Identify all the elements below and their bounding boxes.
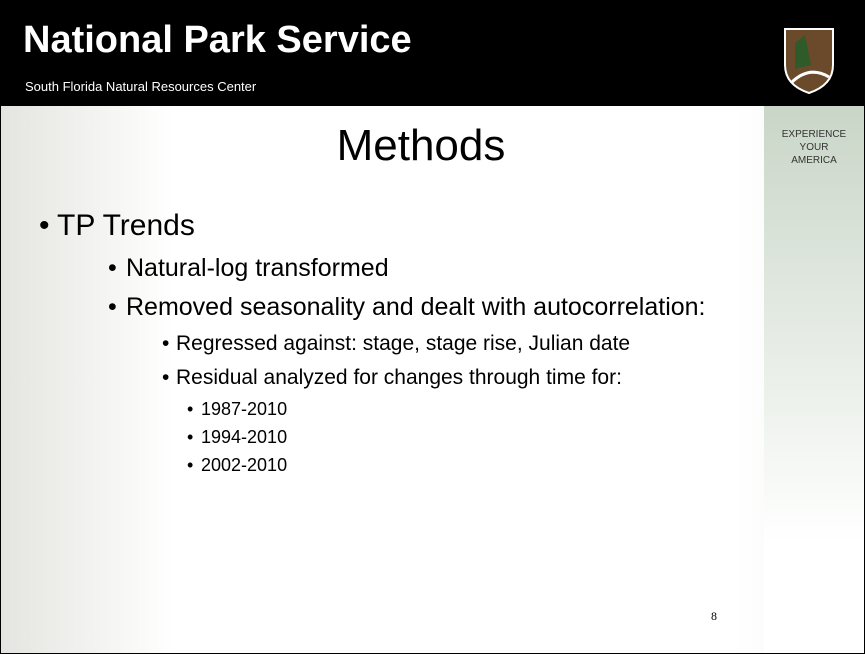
bullet: 2002-2010: [187, 454, 731, 476]
bullet: Regressed against: stage, stage rise, Ju…: [162, 330, 736, 358]
slide-title: Methods: [336, 121, 506, 170]
bullet: Natural-log transformed: [108, 252, 706, 285]
sidebar-line: YOUR: [799, 142, 829, 153]
bullet: Residual analyzed for changes through ti…: [162, 364, 736, 392]
page-number: 8: [711, 609, 717, 623]
bullet-list: TP Trends Natural-log transformed Removed …: [31, 206, 731, 476]
bullet: 1987-2010: [187, 398, 731, 420]
sidebar-line: EXPERIENCE: [781, 129, 847, 140]
nps-logo: [784, 28, 834, 95]
header-subtitle: South Florida Natural Resources Center: [25, 79, 257, 94]
bullet: 1994-2010: [187, 426, 731, 448]
bullet: Removed seasonality and dealt with autoc…: [108, 291, 706, 324]
sidebar: EXPERIENCE YOUR AMERICA: [764, 106, 864, 653]
bullet: TP Trends: [39, 206, 731, 246]
header-title: National Park Service: [23, 19, 412, 61]
header: National Park Service South Florida Natu…: [1, 1, 864, 106]
sidebar-line: AMERICA: [791, 155, 837, 166]
